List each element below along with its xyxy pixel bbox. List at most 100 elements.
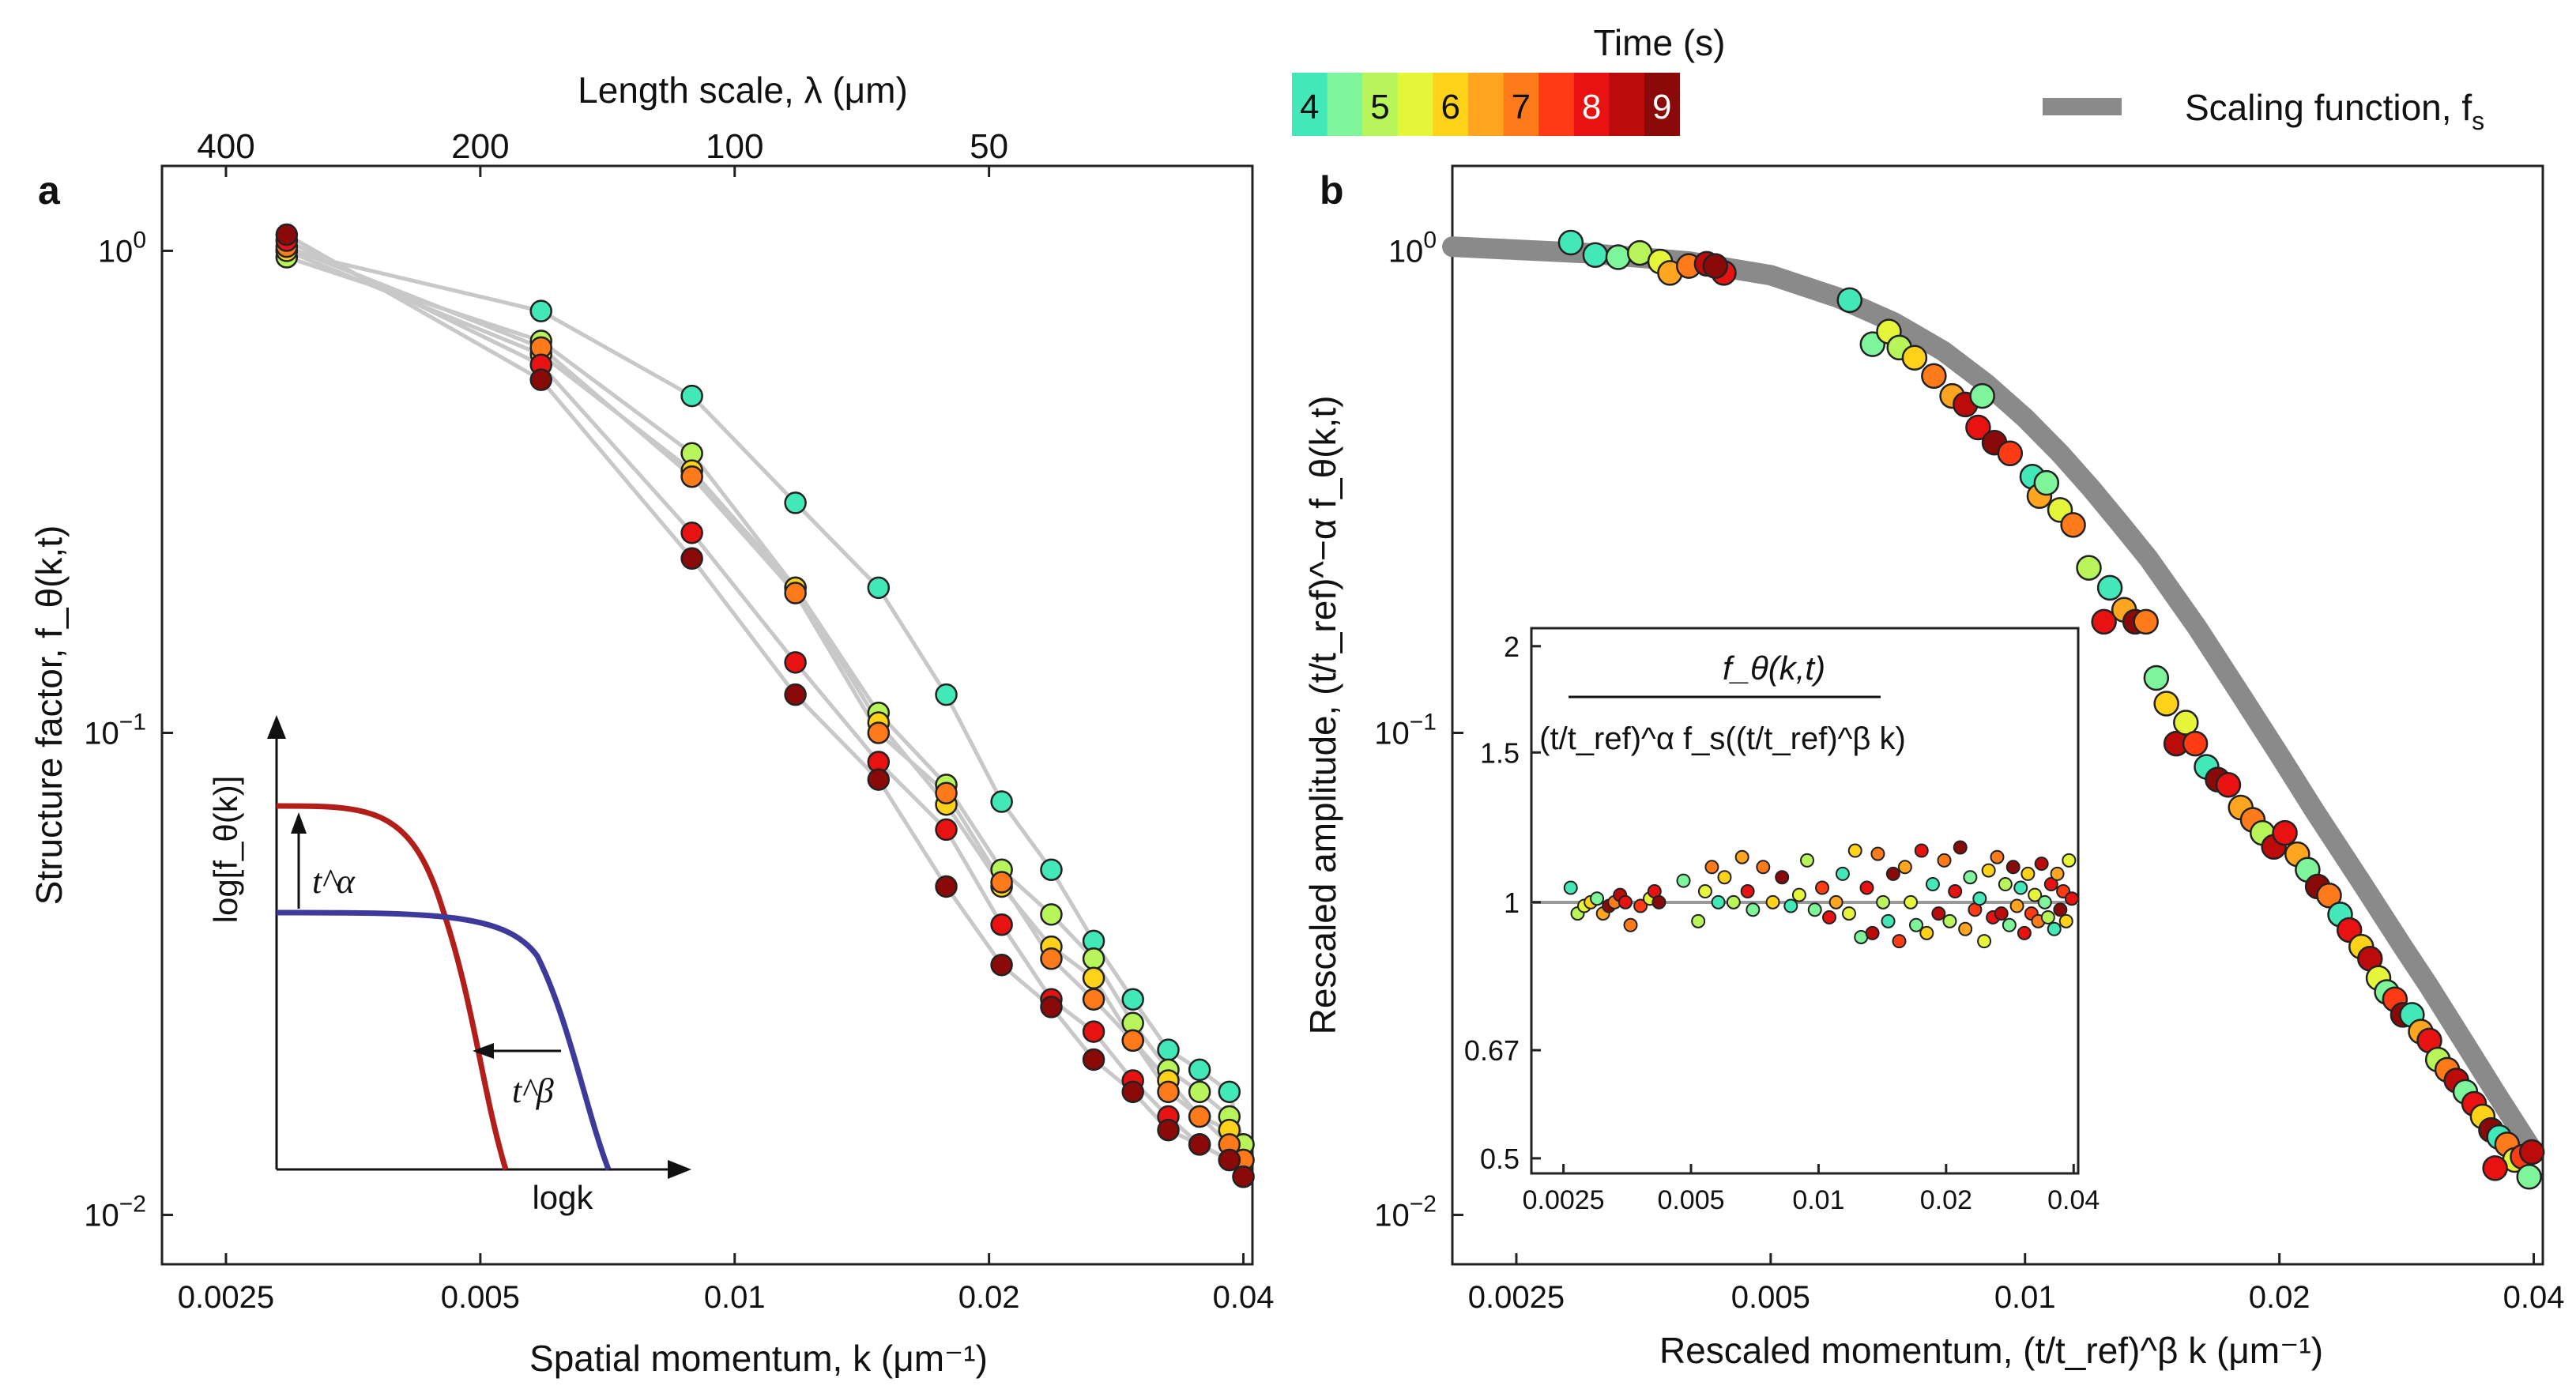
y-tick-label: 100 <box>98 227 146 269</box>
data-point <box>1082 1048 1105 1071</box>
data-point <box>1218 1148 1241 1172</box>
inset-data-point <box>1865 925 1880 940</box>
data-point <box>1082 966 1105 990</box>
x-tick-label: 0.0025 <box>178 1280 274 1315</box>
inset-data-point <box>1981 863 1996 878</box>
panel-b-points <box>1557 229 2545 1190</box>
data-point <box>2060 512 2086 538</box>
inset-y-tick-label: 1 <box>1504 887 1520 919</box>
inset-data-point <box>2017 925 2032 940</box>
y-tick-exponent: −1 <box>119 709 146 735</box>
inset-data-point <box>2062 853 2077 868</box>
inset-x-tick-label: 0.005 <box>1657 1185 1724 1215</box>
data-point <box>2153 691 2179 717</box>
data-point <box>1702 253 1729 279</box>
data-point <box>935 683 958 706</box>
inset-data-point <box>1740 884 1755 899</box>
inset-data-point <box>2064 891 2079 906</box>
data-point <box>2096 574 2123 601</box>
data-point <box>2173 710 2199 736</box>
data-point <box>1157 1038 1180 1061</box>
inset-data-point <box>2053 902 2068 917</box>
colorbar-swatch <box>1397 73 1433 136</box>
data-point <box>2133 608 2159 635</box>
inset-data-point <box>1807 902 1822 917</box>
colorbar-label: 6 <box>1441 88 1459 126</box>
inset-arrow-left-label: t^β <box>512 1071 554 1110</box>
panel-b-xlabel: Rescaled momentum, (t/t_ref)^β k (μm⁻¹) <box>1659 1330 2323 1371</box>
inset-arrow-up-label: t^α <box>312 862 356 901</box>
inset-data-point <box>1990 849 2005 864</box>
data-point <box>1969 382 1995 409</box>
colorbar-swatches <box>1292 73 1681 136</box>
data-point <box>784 491 807 514</box>
inset-data-point <box>1623 917 1638 932</box>
panel-a-schematic-inset: t^α t^β log[f_θ(k)] logk <box>207 715 691 1216</box>
inset-x-tick-label: 0.01 <box>1792 1185 1844 1215</box>
inset-data-point <box>1937 853 1952 868</box>
data-point <box>1965 414 1991 441</box>
inset-data-point <box>1704 860 1719 875</box>
inset-data-point <box>1734 849 1749 864</box>
data-point <box>1921 363 1947 390</box>
series-line <box>286 255 1245 1146</box>
panel-a-xlabel: Spatial momentum, k (μm⁻¹) <box>529 1338 988 1379</box>
colorbar-swatch <box>1433 73 1469 136</box>
inset-data-point <box>2047 921 2062 936</box>
data-point <box>2033 469 2060 496</box>
data-point <box>1582 242 1609 269</box>
inset-data-point <box>1994 906 2009 921</box>
data-point <box>2272 819 2298 846</box>
inset-b-ticks: 2 1.5 1 0.67 0.50.0025 0.005 0.01 0.02 0.04 <box>1464 631 2100 1215</box>
data-point <box>1121 1029 1144 1052</box>
inset-data-point <box>2009 898 2024 913</box>
data-point <box>1040 947 1063 970</box>
x-tick-label: 0.01 <box>704 1280 766 1315</box>
y-tick-exponent: 0 <box>133 227 146 253</box>
data-point <box>680 384 703 408</box>
inset-y-tick-label: 0.5 <box>1480 1143 1520 1175</box>
x-tick-label: 0.02 <box>2249 1280 2310 1315</box>
data-point <box>1232 1165 1255 1188</box>
inset-data-point <box>1931 906 1946 921</box>
inset-arrow-up-head <box>291 812 307 834</box>
data-point <box>680 465 703 488</box>
data-point <box>935 875 958 898</box>
inset-b-numerator: f_θ(k,t) <box>1723 650 1825 687</box>
inset-data-point <box>1885 866 1900 881</box>
data-point <box>784 683 807 706</box>
data-point <box>680 547 703 570</box>
data-point <box>1121 1080 1144 1104</box>
x-tick-label: 0.005 <box>1731 1280 1810 1315</box>
inset-data-point <box>2058 913 2073 928</box>
inset-x-arrowhead <box>668 1160 691 1179</box>
data-point <box>867 768 891 791</box>
inset-data-point <box>1963 870 1978 885</box>
inset-data-point <box>2005 860 2021 875</box>
inset-curve-blue <box>276 909 612 1171</box>
top-tick-label: 200 <box>451 127 509 166</box>
inset-data-point <box>1717 870 1732 885</box>
colorbar-label: 7 <box>1512 88 1531 126</box>
data-point <box>1082 1020 1105 1043</box>
inset-data-point <box>1876 894 1891 909</box>
data-point <box>275 223 299 247</box>
inset-data-point <box>1977 934 1992 949</box>
data-point <box>990 871 1013 894</box>
data-point <box>2076 555 2102 581</box>
inset-data-point <box>2002 917 2017 932</box>
legend: Scaling function, fs <box>2043 87 2484 135</box>
colorbar-label: 8 <box>1582 88 1601 126</box>
inset-data-point <box>2043 877 2058 892</box>
inset-data-point <box>1914 843 1929 858</box>
panel-a: a Length scale, λ (μm) 400 200 100 50 0.002… <box>28 70 1274 1379</box>
y-tick-exponent: −2 <box>119 1192 146 1218</box>
colorbar-swatch <box>1573 73 1610 136</box>
data-point <box>1188 1105 1211 1128</box>
inset-data-point <box>1800 853 1815 868</box>
inset-xlabel: logk <box>532 1179 593 1216</box>
top-tick-label: 400 <box>197 127 254 166</box>
data-point <box>935 781 958 804</box>
inset-data-point <box>1870 846 1885 861</box>
